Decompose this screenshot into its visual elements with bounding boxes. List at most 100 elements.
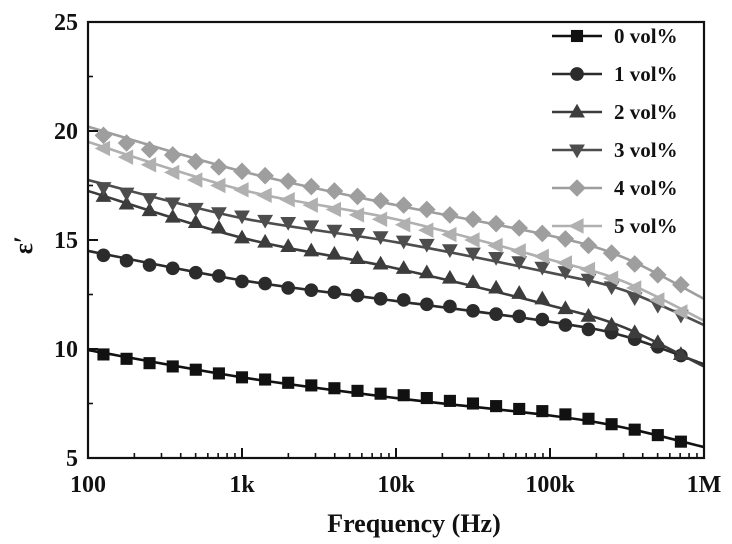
legend-entry-2: 2 vol% [552, 100, 678, 124]
data-point-4-16 [464, 210, 482, 228]
data-point-4-17 [487, 215, 505, 233]
data-point-0-13 [398, 389, 410, 401]
data-point-2-13 [396, 260, 412, 274]
data-point-0-17 [490, 400, 502, 412]
data-point-2-16 [465, 274, 481, 288]
series-0 [88, 348, 704, 447]
legend-entry-4: 4 vol% [552, 176, 678, 200]
y-tick-label: 20 [54, 119, 78, 145]
data-point-0-9 [305, 379, 317, 391]
x-tick-label: 1M [687, 472, 722, 498]
legend-label: 2 vol% [614, 100, 678, 124]
legend-label: 0 vol% [614, 24, 678, 48]
data-point-0-8 [282, 377, 294, 389]
data-point-0-23 [629, 424, 641, 436]
data-point-1-5 [212, 269, 226, 283]
data-point-4-21 [580, 237, 598, 255]
data-point-5-17 [487, 238, 502, 253]
data-point-5-6 [233, 182, 248, 197]
y-tick-label: 5 [66, 446, 78, 472]
data-point-2-14 [419, 264, 435, 278]
data-point-5-19 [534, 249, 549, 264]
data-point-1-6 [235, 275, 249, 289]
data-point-5-15 [441, 227, 456, 242]
data-point-1-12 [374, 292, 388, 306]
data-point-0-2 [143, 357, 155, 369]
plot-frame [88, 22, 704, 458]
data-point-4-4 [187, 153, 205, 171]
data-point-3-1 [119, 188, 135, 202]
legend-marker [570, 67, 584, 81]
data-point-3-2 [142, 193, 158, 207]
legend-marker [569, 145, 585, 159]
legend-marker [568, 218, 583, 233]
data-point-4-9 [302, 178, 320, 196]
dielectric-chart: 1001k10k100k1M510152025 0 vol%1 vol%2 vo… [0, 0, 732, 544]
data-point-4-24 [649, 266, 667, 284]
data-point-0-24 [652, 429, 664, 441]
y-axis-title: ε′ [9, 236, 38, 254]
data-point-5-7 [256, 188, 271, 203]
data-point-4-14 [418, 201, 436, 219]
data-point-4-11 [349, 188, 367, 206]
x-tick-label: 100k [525, 472, 575, 498]
plot-area [88, 127, 704, 448]
data-point-0-21 [582, 413, 594, 425]
data-point-4-8 [279, 172, 297, 190]
data-point-1-21 [582, 323, 596, 337]
data-point-0-22 [606, 418, 618, 430]
data-point-1-8 [281, 281, 295, 295]
data-point-1-7 [258, 277, 272, 291]
data-point-2-15 [442, 270, 458, 284]
data-point-5-9 [302, 197, 317, 212]
y-tick-label: 15 [54, 228, 78, 254]
data-point-2-8 [280, 238, 296, 252]
data-point-4-7 [256, 167, 274, 185]
data-point-5-16 [464, 232, 479, 247]
legend-entry-1: 1 vol% [552, 62, 678, 86]
data-point-0-14 [421, 392, 433, 404]
legend-entry-5: 5 vol% [552, 214, 678, 238]
data-point-0-6 [236, 371, 248, 383]
data-point-2-19 [534, 291, 550, 305]
data-point-0-0 [97, 348, 109, 360]
data-point-4-20 [557, 230, 575, 248]
data-point-1-13 [397, 293, 411, 307]
data-point-4-18 [510, 219, 528, 237]
data-point-5-10 [326, 202, 341, 217]
data-point-2-10 [326, 246, 342, 260]
data-point-3-8 [280, 217, 296, 231]
data-point-0-7 [259, 373, 271, 385]
series-1 [88, 248, 704, 364]
data-point-1-16 [466, 304, 480, 318]
data-point-1-1 [120, 254, 134, 268]
legend-label: 5 vol% [614, 214, 678, 238]
data-point-0-4 [190, 364, 202, 376]
data-point-1-14 [420, 297, 434, 311]
data-point-1-2 [143, 258, 157, 272]
data-point-0-5 [213, 367, 225, 379]
data-point-2-17 [488, 280, 504, 294]
data-point-1-4 [189, 266, 203, 280]
data-point-3-9 [303, 220, 319, 234]
data-point-4-6 [233, 163, 251, 181]
legend-entry-3: 3 vol% [552, 138, 678, 162]
y-tick-label: 25 [54, 10, 78, 36]
data-point-4-19 [534, 225, 552, 243]
x-tick-label: 100 [70, 472, 106, 498]
data-point-0-18 [513, 403, 525, 415]
data-point-2-18 [511, 285, 527, 299]
data-point-1-15 [443, 300, 457, 314]
series-4 [88, 127, 704, 299]
data-point-2-9 [303, 243, 319, 257]
legend-marker [568, 179, 586, 197]
y-tick-label: 10 [54, 337, 78, 363]
data-point-0-12 [375, 388, 387, 400]
data-point-1-20 [559, 318, 573, 332]
data-point-0-11 [351, 385, 363, 397]
data-point-0-15 [444, 395, 456, 407]
data-point-2-12 [373, 256, 389, 270]
data-point-4-10 [326, 182, 344, 200]
data-point-1-19 [535, 313, 549, 327]
x-tick-label: 10k [377, 472, 415, 498]
